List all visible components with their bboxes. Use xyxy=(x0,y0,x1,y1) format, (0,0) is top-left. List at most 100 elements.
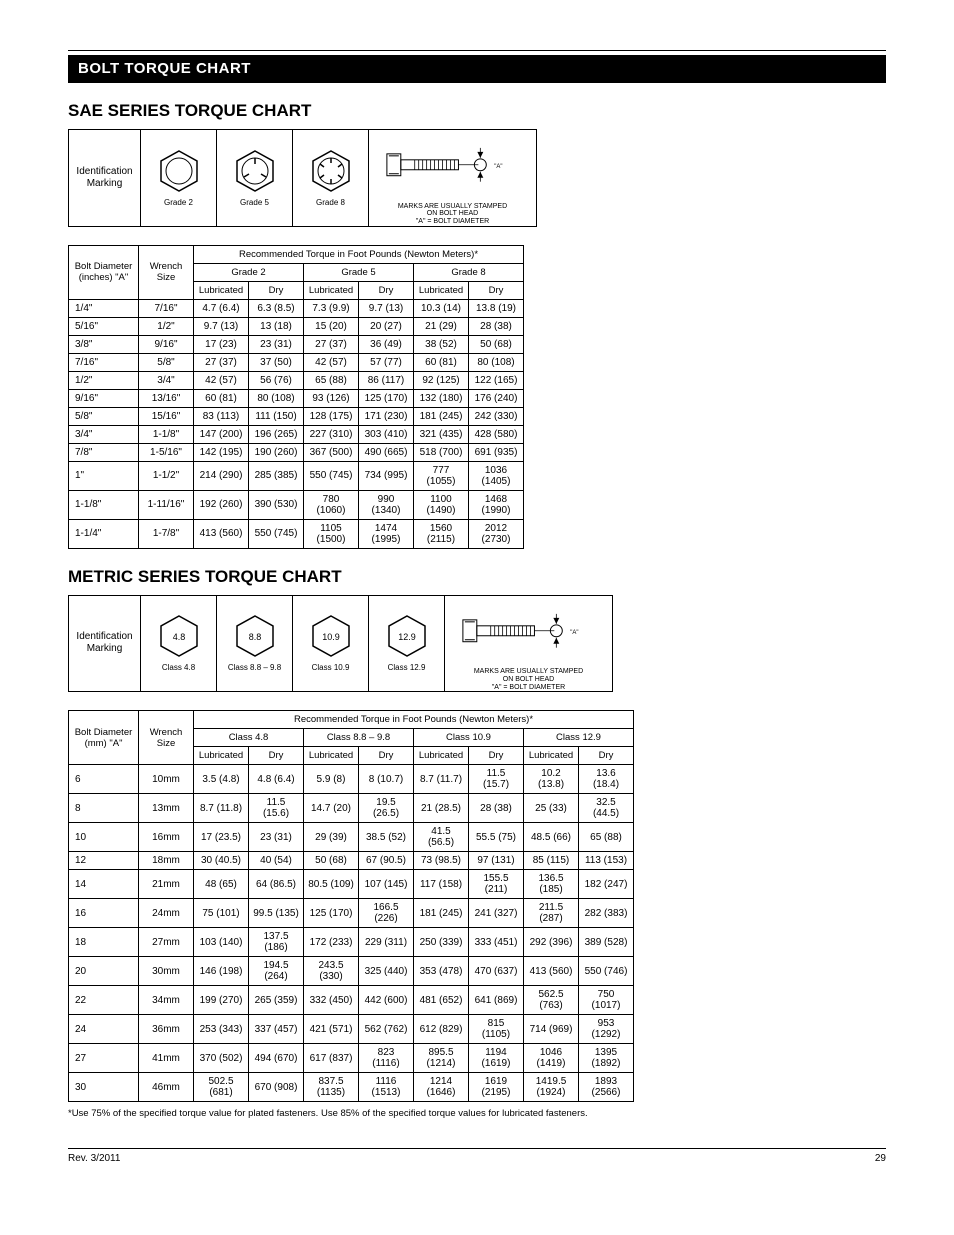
torque-cell: 617 (837) xyxy=(304,1044,359,1073)
torque-cell: 9.7 (13) xyxy=(194,317,249,335)
torque-cell: 93 (126) xyxy=(304,389,359,407)
svg-text:"A": "A" xyxy=(570,629,578,635)
torque-cell: 28 (38) xyxy=(469,794,524,823)
grade2-cell: Grade 2 xyxy=(141,130,217,227)
torque-cell: 21 (29) xyxy=(414,317,469,335)
ident-label-metric: Identification Marking xyxy=(69,595,141,692)
torque-cell: 211.5 (287) xyxy=(524,899,579,928)
lub-header: Lubricated xyxy=(524,747,579,765)
torque-cell: 562 (762) xyxy=(359,1015,414,1044)
torque-cell: 125 (170) xyxy=(304,899,359,928)
torque-cell: 23 (31) xyxy=(249,823,304,852)
torque-cell: 490 (665) xyxy=(359,443,414,461)
torque-cell: 4.8 (6.4) xyxy=(249,765,304,794)
torque-cell: 166.5 (226) xyxy=(359,899,414,928)
top-rule xyxy=(68,50,886,51)
torque-cell: 30 (40.5) xyxy=(194,852,249,870)
torque-cell: 11.5 (15.6) xyxy=(249,794,304,823)
svg-text:4.8: 4.8 xyxy=(172,632,185,642)
sae-ident-table: Identification Marking Grade 2 Grade 5 xyxy=(68,129,537,227)
hex-icon-grade8 xyxy=(309,149,353,193)
dia-cell: 8 xyxy=(69,794,139,823)
torque-cell: 4.7 (6.4) xyxy=(194,299,249,317)
dia-cell: 24 xyxy=(69,1015,139,1044)
torque-cell: 37 (50) xyxy=(249,353,304,371)
torque-cell: 1105 (1500) xyxy=(304,519,359,548)
torque-cell: 8.7 (11.8) xyxy=(194,794,249,823)
torque-cell: 494 (670) xyxy=(249,1044,304,1073)
torque-cell: 28 (38) xyxy=(469,317,524,335)
torque-cell: 107 (145) xyxy=(359,870,414,899)
torque-cell: 13 (18) xyxy=(249,317,304,335)
torque-cell: 136.5 (185) xyxy=(524,870,579,899)
footer-left: Rev. 3/2011 xyxy=(68,1153,120,1164)
torque-cell: 73 (98.5) xyxy=(414,852,469,870)
torque-cell: 50 (68) xyxy=(304,852,359,870)
wrench-cell: 1-11/16" xyxy=(139,490,194,519)
torque-cell: 42 (57) xyxy=(194,371,249,389)
torque-cell: 181 (245) xyxy=(414,407,469,425)
torque-cell: 550 (745) xyxy=(249,519,304,548)
grade-header: Class 4.8 xyxy=(194,729,304,747)
torque-cell: 194.5 (264) xyxy=(249,957,304,986)
torque-cell: 353 (478) xyxy=(414,957,469,986)
torque-cell: 14.7 (20) xyxy=(304,794,359,823)
torque-cell: 75 (101) xyxy=(194,899,249,928)
torque-cell: 80.5 (109) xyxy=(304,870,359,899)
wrench-cell: 30mm xyxy=(139,957,194,986)
torque-cell: 562.5 (763) xyxy=(524,986,579,1015)
torque-cell: 192 (260) xyxy=(194,490,249,519)
torque-cell: 86 (117) xyxy=(359,371,414,389)
footnote: *Use 75% of the specified torque value f… xyxy=(68,1108,628,1119)
torque-cell: 550 (745) xyxy=(304,461,359,490)
torque-cell: 333 (451) xyxy=(469,928,524,957)
torque-cell: 1116 (1513) xyxy=(359,1073,414,1102)
torque-cell: 199 (270) xyxy=(194,986,249,1015)
torque-cell: 57 (77) xyxy=(359,353,414,371)
class48-cell: 4.8 Class 4.8 xyxy=(141,595,217,692)
class109-cell: 10.9 Class 10.9 xyxy=(293,595,369,692)
dia-cell: 7/16" xyxy=(69,353,139,371)
torque-cell: 65 (88) xyxy=(304,371,359,389)
torque-cell: 8.7 (11.7) xyxy=(414,765,469,794)
lub-header: Lubricated xyxy=(304,747,359,765)
torque-cell: 1619 (2195) xyxy=(469,1073,524,1102)
bolt-diagram-sae: "A" MARKS ARE USUALLY STAMPED ON BOLT HE… xyxy=(369,130,537,227)
torque-cell: 15 (20) xyxy=(304,317,359,335)
torque-cell: 182 (247) xyxy=(579,870,634,899)
dia-header: Bolt Diameter (inches) "A" xyxy=(69,245,139,299)
torque-cell: 777 (1055) xyxy=(414,461,469,490)
torque-cell: 137.5 (186) xyxy=(249,928,304,957)
dia-cell: 6 xyxy=(69,765,139,794)
torque-cell: 60 (81) xyxy=(194,389,249,407)
torque-cell: 172 (233) xyxy=(304,928,359,957)
torque-cell: 36 (49) xyxy=(359,335,414,353)
torque-cell: 8 (10.7) xyxy=(359,765,414,794)
dia-header: Bolt Diameter (mm) "A" xyxy=(69,711,139,765)
torque-cell: 176 (240) xyxy=(469,389,524,407)
wrench-header: Wrench Size xyxy=(139,711,194,765)
wrench-cell: 41mm xyxy=(139,1044,194,1073)
torque-cell: 20 (27) xyxy=(359,317,414,335)
torque-cell: 1560 (2115) xyxy=(414,519,469,548)
torque-cell: 6.3 (8.5) xyxy=(249,299,304,317)
torque-cell: 13.8 (19) xyxy=(469,299,524,317)
torque-cell: 19.5 (26.5) xyxy=(359,794,414,823)
page-title-bar: BOLT TORQUE CHART xyxy=(68,55,886,83)
torque-cell: 332 (450) xyxy=(304,986,359,1015)
bolt-icon-metric: "A" xyxy=(445,596,612,666)
wrench-cell: 7/16" xyxy=(139,299,194,317)
torque-cell: 50 (68) xyxy=(469,335,524,353)
torque-cell: 285 (385) xyxy=(249,461,304,490)
torque-cell: 48 (65) xyxy=(194,870,249,899)
torque-cell: 413 (560) xyxy=(524,957,579,986)
torque-cell: 421 (571) xyxy=(304,1015,359,1044)
torque-cell: 265 (359) xyxy=(249,986,304,1015)
torque-cell: 23 (31) xyxy=(249,335,304,353)
torque-cell: 367 (500) xyxy=(304,443,359,461)
torque-cell: 250 (339) xyxy=(414,928,469,957)
hex-icon-88: 8.8 xyxy=(233,614,277,658)
torque-cell: 390 (530) xyxy=(249,490,304,519)
grade8-cell: Grade 8 xyxy=(293,130,369,227)
wrench-cell: 5/8" xyxy=(139,353,194,371)
